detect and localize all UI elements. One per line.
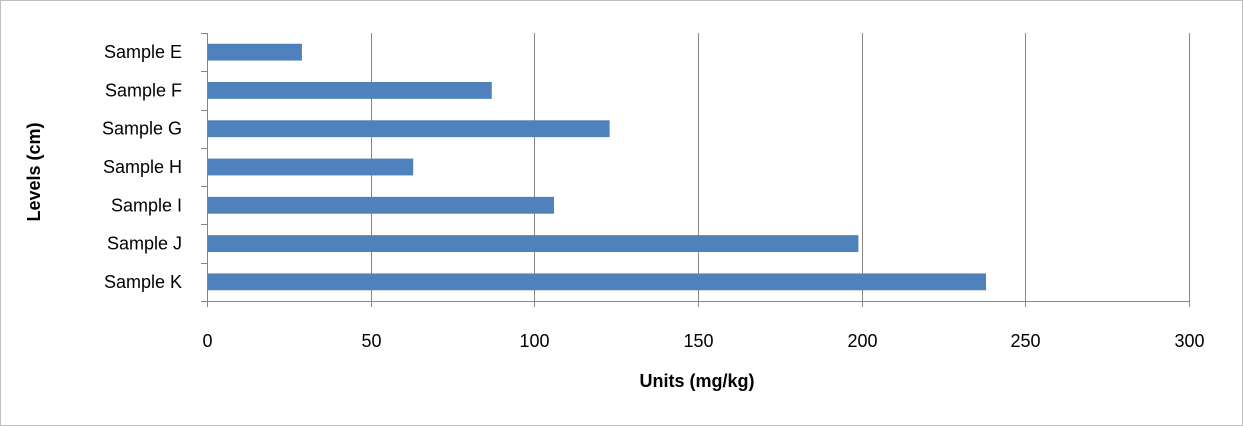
x-axis-title: Units (mg/kg) xyxy=(640,371,755,391)
bar-sample-i xyxy=(208,196,554,214)
axis-labels: 0 50 100 150 200 250 300 Sample E Sample F Sample… xyxy=(102,42,1205,351)
y-category-label: Sample I xyxy=(111,195,182,215)
y-category-label: Sample E xyxy=(104,42,182,62)
y-axis-title: Levels (cm) xyxy=(24,122,44,221)
bars xyxy=(208,43,987,291)
y-category-label: Sample K xyxy=(104,272,182,292)
x-tick-label: 150 xyxy=(683,331,713,351)
y-category-label: Sample H xyxy=(103,157,182,177)
y-category-label: Sample J xyxy=(107,234,182,254)
x-tick-label: 200 xyxy=(847,331,877,351)
bar-sample-f xyxy=(208,82,492,99)
x-tick-label: 50 xyxy=(361,331,381,351)
gridlines xyxy=(371,33,1190,301)
x-tick-label: 100 xyxy=(519,331,549,351)
y-category-label: Sample G xyxy=(102,119,182,139)
x-tick-label: 250 xyxy=(1010,331,1040,351)
bar-sample-g xyxy=(208,120,610,138)
bar-sample-j xyxy=(208,235,859,252)
bar-sample-k xyxy=(208,273,987,291)
x-tick-label: 0 xyxy=(202,331,212,351)
bar-sample-e xyxy=(208,43,302,61)
bar-sample-h xyxy=(208,158,414,176)
axes xyxy=(201,33,1190,307)
x-tick-label: 300 xyxy=(1174,331,1204,351)
y-category-label: Sample F xyxy=(105,80,182,100)
